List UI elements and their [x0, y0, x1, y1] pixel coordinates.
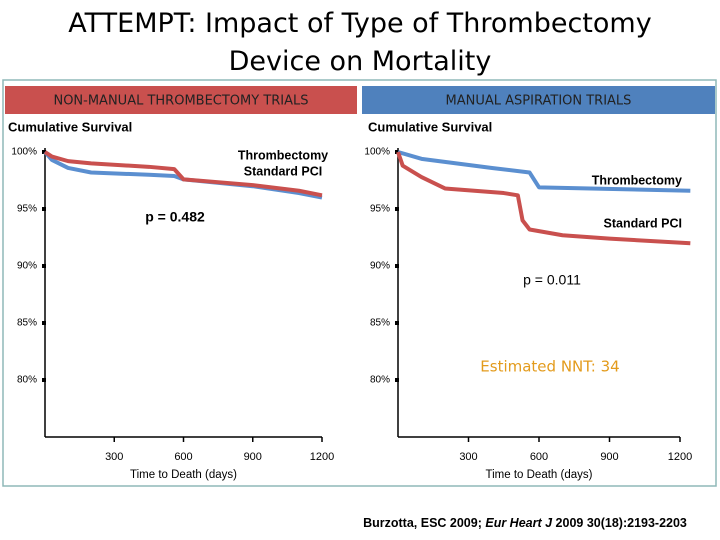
y-tick	[42, 321, 46, 325]
y-tick-label: 95%	[17, 204, 37, 215]
x-tick-label: 600	[174, 451, 192, 463]
y-tick	[42, 150, 46, 154]
y-tick-label: 95%	[370, 204, 390, 215]
series-label: Standard PCI	[604, 216, 683, 230]
y-tick-label: 90%	[17, 261, 37, 272]
y-axis-label: Cumulative Survival	[8, 119, 132, 134]
x-tick-label: 300	[459, 451, 477, 463]
x-tick-label: 900	[244, 451, 262, 463]
slide-title: ATTEMPT: Impact of Type of Thrombectomy D…	[68, 8, 651, 77]
x-tick-label: 600	[530, 451, 548, 463]
y-tick	[395, 207, 399, 211]
header: MANUAL ASPIRATION TRIALS	[446, 94, 632, 109]
x-tick-label: 1200	[668, 451, 692, 463]
citation-authors: Burzotta, ESC 2009;	[363, 516, 485, 530]
x-tick-label: 1200	[310, 451, 334, 463]
y-tick	[42, 378, 46, 382]
y-tick	[395, 150, 399, 154]
series-label: Thrombectomy	[238, 148, 328, 162]
x-tick-label: 300	[105, 451, 123, 463]
citation-details: 2009 30(18):2193-2203	[552, 516, 687, 530]
x-axis-label: Time to Death (days)	[130, 469, 237, 481]
x-tick-label: 900	[600, 451, 618, 463]
header: NON-MANUAL THROMBECTOMY TRIALS	[53, 94, 308, 109]
annotation: Estimated NNT: 34	[480, 358, 619, 376]
y-tick-label: 80%	[370, 375, 390, 386]
annotation: p = 0.482	[145, 209, 205, 225]
y-axis-label: Cumulative Survival	[368, 119, 492, 134]
x-axis-label: Time to Death (days)	[486, 469, 593, 481]
y-tick	[42, 264, 46, 268]
survival-curve	[396, 151, 691, 246]
y-tick	[395, 378, 399, 382]
citation: Burzotta, ESC 2009; Eur Heart J 2009 30(…	[363, 516, 687, 530]
y-tick	[395, 321, 399, 325]
y-tick	[395, 264, 399, 268]
annotation: p = 0.011	[523, 272, 581, 288]
header-banner	[362, 86, 715, 114]
series-label: Standard PCI	[244, 164, 323, 178]
citation-journal: Eur Heart J	[485, 516, 553, 530]
series-label: Thrombectomy	[592, 173, 682, 187]
y-tick-label: 100%	[364, 147, 390, 158]
survival-curve	[397, 150, 691, 193]
frame	[2, 79, 717, 487]
y-tick-label: 80%	[17, 375, 37, 386]
y-tick-label: 85%	[370, 318, 390, 329]
y-tick-label: 90%	[370, 261, 390, 272]
y-tick-label: 100%	[11, 147, 37, 158]
y-tick	[42, 207, 46, 211]
y-tick-label: 85%	[17, 318, 37, 329]
survival-curve	[43, 150, 323, 198]
header-banner	[5, 86, 357, 114]
